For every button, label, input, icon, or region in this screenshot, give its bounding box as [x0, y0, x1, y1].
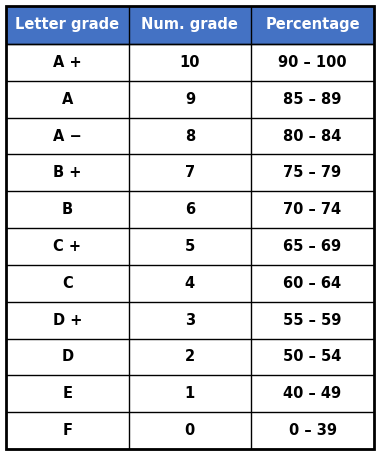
Bar	[128, 302, 251, 339]
Text: B +: B +	[53, 165, 81, 180]
Bar	[251, 375, 374, 412]
Text: 4: 4	[185, 276, 195, 291]
Bar	[251, 412, 374, 449]
Text: 0 – 39: 0 – 39	[288, 423, 337, 438]
Bar	[251, 265, 374, 302]
Bar	[128, 265, 251, 302]
Text: 7: 7	[185, 165, 195, 180]
Text: E: E	[62, 386, 72, 401]
Bar	[128, 191, 251, 228]
Text: A −: A −	[53, 129, 82, 143]
Text: 65 – 69: 65 – 69	[283, 239, 342, 254]
Bar	[6, 44, 128, 81]
Text: 2: 2	[185, 349, 195, 364]
Text: C: C	[62, 276, 73, 291]
Text: 40 – 49: 40 – 49	[283, 386, 342, 401]
Bar	[6, 265, 128, 302]
Text: 60 – 64: 60 – 64	[283, 276, 342, 291]
Bar	[251, 339, 374, 375]
Bar	[251, 81, 374, 118]
Bar	[251, 118, 374, 154]
Bar	[6, 375, 128, 412]
Text: 70 – 74: 70 – 74	[283, 202, 342, 217]
Text: 55 – 59: 55 – 59	[283, 313, 342, 328]
Bar	[6, 302, 128, 339]
Text: 85 – 89: 85 – 89	[283, 92, 342, 107]
Text: 10: 10	[180, 55, 200, 70]
Text: 6: 6	[185, 202, 195, 217]
Bar	[6, 81, 128, 118]
Text: 3: 3	[185, 313, 195, 328]
Bar	[128, 339, 251, 375]
Text: D: D	[61, 349, 73, 364]
Text: Letter grade: Letter grade	[15, 17, 119, 32]
Text: A: A	[62, 92, 73, 107]
Bar	[6, 6, 128, 44]
Text: Percentage: Percentage	[265, 17, 360, 32]
Bar	[251, 154, 374, 191]
Text: 50 – 54: 50 – 54	[283, 349, 342, 364]
Bar	[251, 44, 374, 81]
Bar	[251, 6, 374, 44]
Bar	[128, 6, 251, 44]
Bar	[6, 191, 128, 228]
Bar	[128, 375, 251, 412]
Text: F: F	[62, 423, 72, 438]
Text: D +: D +	[52, 313, 82, 328]
Bar	[128, 154, 251, 191]
Bar	[128, 228, 251, 265]
Bar	[251, 228, 374, 265]
Text: C +: C +	[53, 239, 81, 254]
Text: 80 – 84: 80 – 84	[283, 129, 342, 143]
Text: 8: 8	[185, 129, 195, 143]
Bar	[6, 228, 128, 265]
Text: 9: 9	[185, 92, 195, 107]
Bar	[128, 81, 251, 118]
Bar	[6, 339, 128, 375]
Text: B: B	[62, 202, 73, 217]
Bar	[6, 412, 128, 449]
Bar	[251, 302, 374, 339]
Text: Num. grade: Num. grade	[141, 17, 238, 32]
Text: 5: 5	[185, 239, 195, 254]
Text: 0: 0	[185, 423, 195, 438]
Bar	[128, 44, 251, 81]
Text: A +: A +	[53, 55, 82, 70]
Text: 90 – 100: 90 – 100	[278, 55, 347, 70]
Text: 1: 1	[185, 386, 195, 401]
Bar	[6, 118, 128, 154]
Text: 75 – 79: 75 – 79	[283, 165, 342, 180]
Bar	[6, 154, 128, 191]
Bar	[251, 191, 374, 228]
Bar	[128, 118, 251, 154]
Bar	[128, 412, 251, 449]
